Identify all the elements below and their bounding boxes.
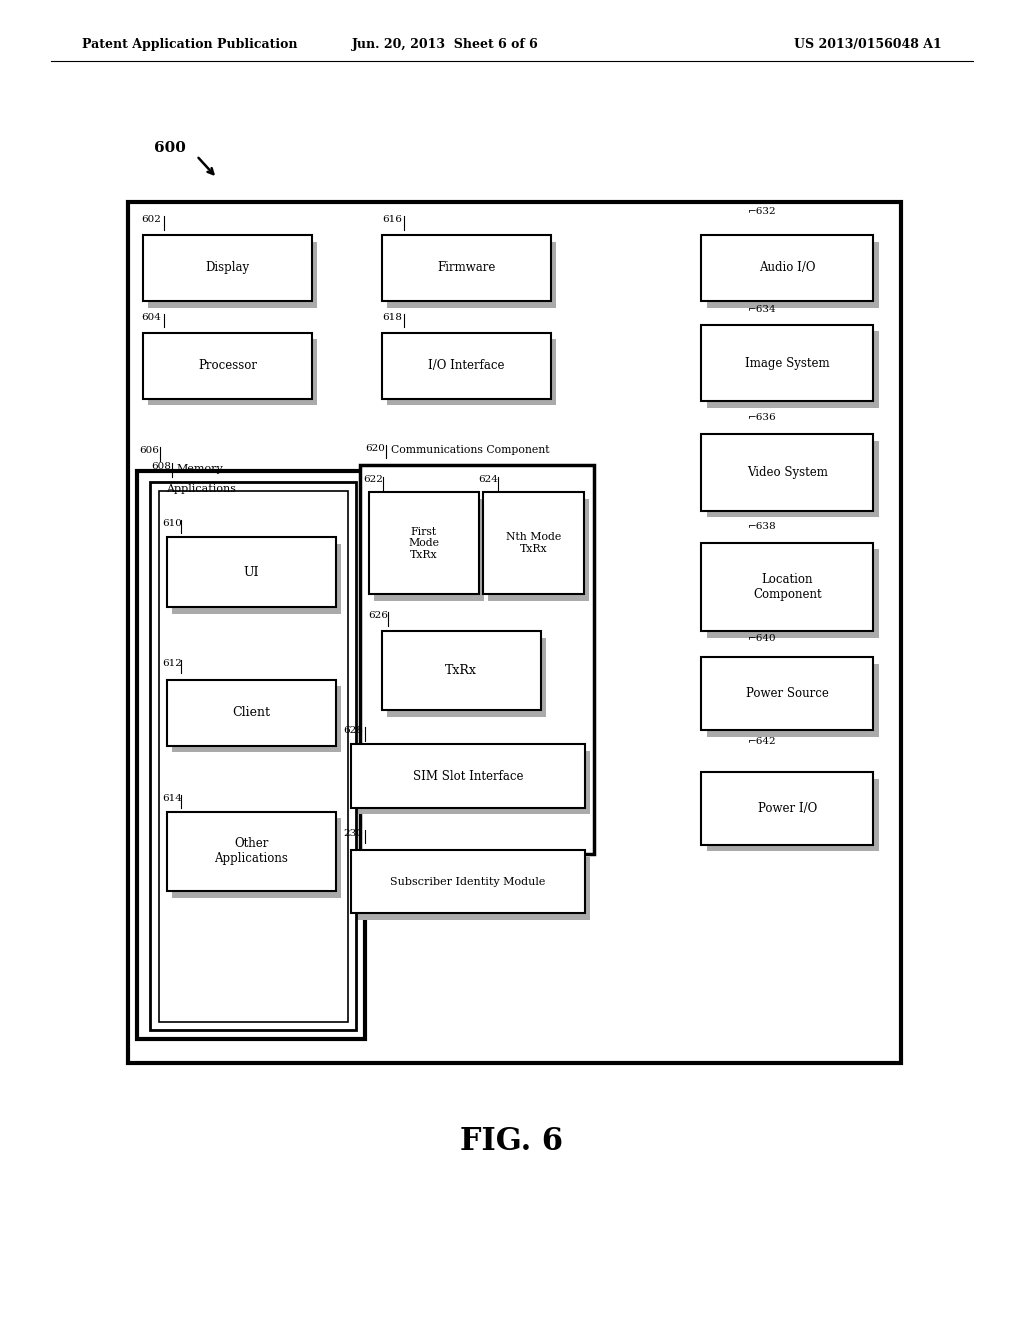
FancyBboxPatch shape: [159, 491, 348, 1022]
Text: TxRx: TxRx: [445, 664, 477, 677]
Text: US 2013/0156048 A1: US 2013/0156048 A1: [795, 38, 942, 51]
FancyBboxPatch shape: [701, 434, 873, 511]
FancyBboxPatch shape: [150, 482, 356, 1030]
Text: Power I/O: Power I/O: [758, 803, 817, 814]
FancyBboxPatch shape: [382, 631, 541, 710]
FancyBboxPatch shape: [483, 492, 584, 594]
Text: Power Source: Power Source: [746, 688, 828, 700]
FancyBboxPatch shape: [351, 850, 585, 913]
FancyBboxPatch shape: [167, 812, 336, 891]
Text: Memory: Memory: [176, 463, 223, 474]
Text: Subscriber Identity Module: Subscriber Identity Module: [390, 876, 546, 887]
Text: Patent Application Publication: Patent Application Publication: [82, 38, 297, 51]
FancyBboxPatch shape: [707, 549, 879, 638]
Text: 624: 624: [478, 475, 498, 484]
Text: Display: Display: [206, 261, 250, 275]
Text: Nth Mode
TxRx: Nth Mode TxRx: [506, 532, 561, 554]
FancyBboxPatch shape: [172, 544, 341, 614]
Text: First
Mode
TxRx: First Mode TxRx: [409, 527, 439, 560]
Text: ⌐642: ⌐642: [748, 737, 776, 746]
FancyBboxPatch shape: [701, 657, 873, 730]
Text: Video System: Video System: [748, 466, 827, 479]
Text: Firmware: Firmware: [437, 261, 496, 275]
Text: UI: UI: [244, 566, 259, 578]
Text: I/O Interface: I/O Interface: [428, 359, 505, 372]
Text: ⌐638: ⌐638: [748, 521, 776, 531]
Text: 602: 602: [141, 215, 161, 224]
FancyBboxPatch shape: [172, 818, 341, 898]
FancyBboxPatch shape: [387, 339, 556, 405]
FancyBboxPatch shape: [356, 857, 590, 920]
FancyBboxPatch shape: [374, 499, 484, 601]
Text: ⌐640: ⌐640: [748, 634, 776, 643]
Text: 622: 622: [364, 475, 383, 484]
FancyBboxPatch shape: [143, 333, 312, 399]
Text: 230: 230: [343, 829, 362, 838]
Text: 614: 614: [162, 793, 181, 803]
FancyBboxPatch shape: [382, 333, 551, 399]
Text: 628: 628: [343, 726, 362, 735]
FancyBboxPatch shape: [356, 751, 590, 814]
Text: 620: 620: [366, 444, 385, 453]
Text: Client: Client: [232, 706, 270, 719]
FancyBboxPatch shape: [707, 441, 879, 517]
Text: FIG. 6: FIG. 6: [461, 1126, 563, 1158]
FancyBboxPatch shape: [369, 492, 479, 594]
FancyBboxPatch shape: [387, 242, 556, 308]
FancyBboxPatch shape: [167, 680, 336, 746]
Text: ⌐632: ⌐632: [748, 207, 776, 216]
FancyBboxPatch shape: [167, 537, 336, 607]
Text: 606: 606: [139, 446, 159, 455]
FancyBboxPatch shape: [488, 499, 589, 601]
FancyBboxPatch shape: [143, 235, 312, 301]
Text: Processor: Processor: [199, 359, 257, 372]
Text: ⌐634: ⌐634: [748, 305, 776, 314]
Text: 608: 608: [152, 462, 171, 471]
FancyBboxPatch shape: [707, 331, 879, 408]
Text: 618: 618: [382, 313, 401, 322]
FancyBboxPatch shape: [387, 638, 546, 717]
FancyBboxPatch shape: [701, 325, 873, 401]
FancyBboxPatch shape: [701, 235, 873, 301]
Text: SIM Slot Interface: SIM Slot Interface: [413, 770, 523, 783]
FancyBboxPatch shape: [137, 471, 365, 1039]
Text: 610: 610: [162, 519, 181, 528]
Text: ⌐636: ⌐636: [748, 413, 776, 422]
FancyBboxPatch shape: [701, 772, 873, 845]
FancyBboxPatch shape: [360, 465, 594, 854]
Text: Other
Applications: Other Applications: [214, 837, 289, 866]
Text: Applications: Applications: [166, 483, 236, 494]
Text: Image System: Image System: [745, 356, 829, 370]
Text: 600: 600: [154, 141, 185, 154]
Text: 616: 616: [382, 215, 401, 224]
FancyBboxPatch shape: [351, 744, 585, 808]
FancyBboxPatch shape: [128, 202, 901, 1063]
FancyBboxPatch shape: [172, 686, 341, 752]
Text: Jun. 20, 2013  Sheet 6 of 6: Jun. 20, 2013 Sheet 6 of 6: [352, 38, 539, 51]
Text: 612: 612: [162, 659, 181, 668]
Text: Audio I/O: Audio I/O: [759, 261, 816, 275]
FancyBboxPatch shape: [701, 543, 873, 631]
FancyBboxPatch shape: [707, 242, 879, 308]
FancyBboxPatch shape: [707, 779, 879, 851]
FancyBboxPatch shape: [148, 339, 317, 405]
Text: 604: 604: [141, 313, 161, 322]
FancyBboxPatch shape: [382, 235, 551, 301]
Text: 626: 626: [369, 611, 388, 620]
Text: Location
Component: Location Component: [753, 573, 822, 601]
FancyBboxPatch shape: [148, 242, 317, 308]
Text: Communications Component: Communications Component: [391, 445, 550, 455]
FancyBboxPatch shape: [707, 664, 879, 737]
